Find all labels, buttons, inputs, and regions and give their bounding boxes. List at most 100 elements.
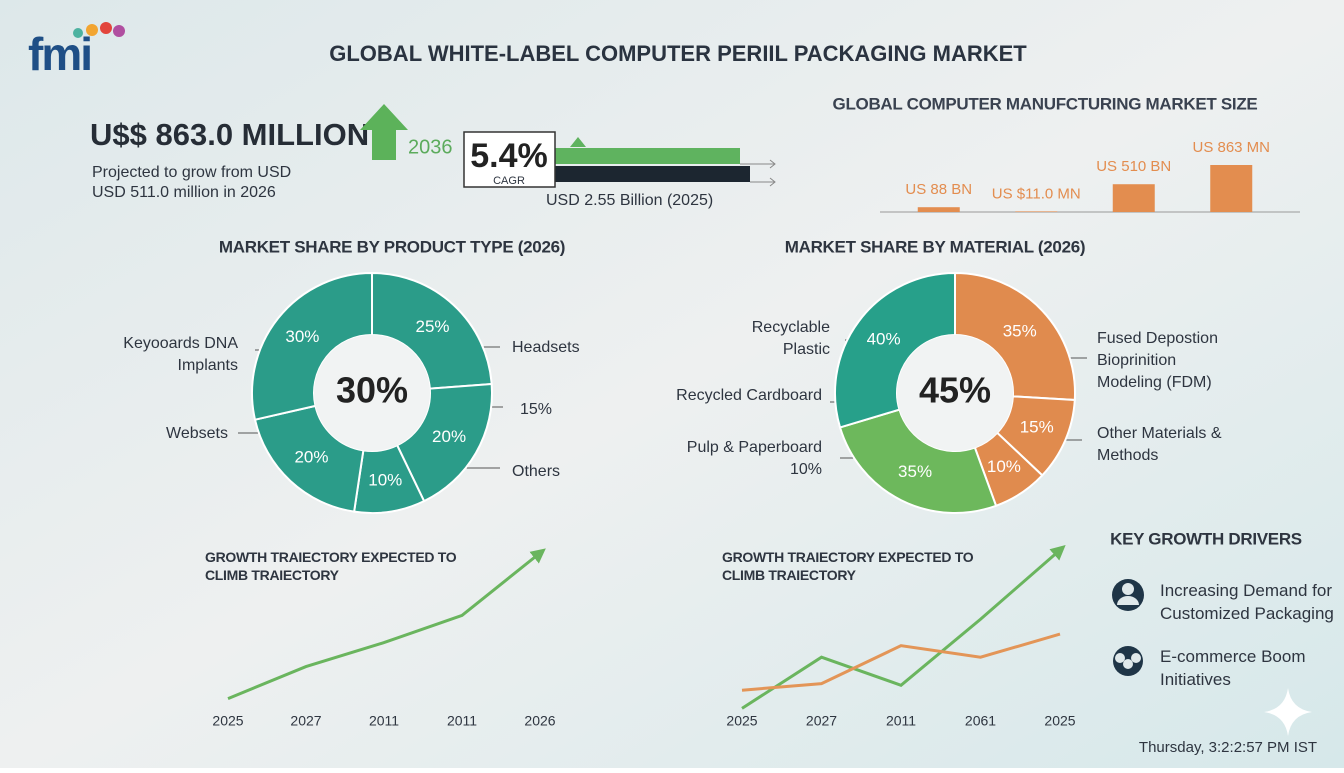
value-label: US $11.0 MN xyxy=(992,185,1081,202)
callout: Websets xyxy=(166,425,228,442)
x-tick-label: 2061 xyxy=(965,713,996,729)
note-line: USD 511.0 million in 2026 xyxy=(92,184,276,201)
logo: fmi xyxy=(28,22,125,80)
callout: Other Materials & Methods xyxy=(1097,425,1222,464)
slice-label: 20% xyxy=(294,448,328,467)
callout-line: 15% xyxy=(520,401,552,418)
bar xyxy=(1015,211,1058,212)
page-title: GLOBAL WHITE-LABEL COMPUTER PERIIL PACKA… xyxy=(329,41,1027,66)
value-label: US 510 BN xyxy=(1096,158,1171,175)
callout: Recyclable Plastic xyxy=(752,319,830,358)
chart-title: GROWTH TRAIECTORY EXPECTED TO CLIMB TRAIE… xyxy=(205,549,457,583)
line xyxy=(741,545,1066,710)
x-tick-label: 2026 xyxy=(524,713,555,729)
slice-label: 20% xyxy=(432,427,466,446)
headline-note: USD 511.0 million in 2026 xyxy=(92,184,276,201)
callout-line: Plastic xyxy=(783,341,830,358)
title-line: CLIMB TRAIECTORY xyxy=(722,567,857,583)
driver-icon xyxy=(1112,579,1144,611)
driver-line: Customized Packaging xyxy=(1160,604,1334,623)
note-line: Projected to grow from USD xyxy=(92,164,291,181)
chart-title: MARKET SHARE BY PRODUCT TYPE (2026) xyxy=(219,237,565,256)
center-label: 45% xyxy=(919,370,991,411)
title-line: GROWTH TRAIECTORY EXPECTED TO xyxy=(205,549,457,565)
slice-label: 35% xyxy=(1003,321,1037,340)
sparkle xyxy=(1264,688,1312,736)
x-tick-label: 2011 xyxy=(886,713,916,729)
headline-note: Projected to grow from USD xyxy=(92,164,291,181)
callout-line: Recyclable xyxy=(752,319,830,336)
x-tick-label: 2027 xyxy=(290,713,321,729)
x-tick-label: 2011 xyxy=(369,713,399,729)
chart-title: GLOBAL COMPUTER MANUFCTURING MARKET SIZE xyxy=(833,94,1258,113)
drivers-title: KEY GROWTH DRIVERS xyxy=(1110,529,1302,548)
driver-icon xyxy=(1113,646,1143,676)
x-tick-label: 2025 xyxy=(726,713,757,729)
callout: Fused Depostion Bioprinition Modeling (FDM… xyxy=(1097,330,1218,391)
center-label: 30% xyxy=(336,370,408,411)
callout: Headsets xyxy=(512,339,580,356)
value-label: US 863 MN xyxy=(1192,139,1270,156)
slice-label: 30% xyxy=(285,327,319,346)
title-line: GROWTH TRAIECTORY EXPECTED TO xyxy=(722,549,974,565)
chart-title: MARKET SHARE BY MATERIAL (2026) xyxy=(785,237,1086,256)
cagr-box xyxy=(463,131,556,188)
callout: 15% xyxy=(520,401,552,418)
slice-label: 40% xyxy=(867,329,901,348)
headline-value: U$$ 863.0 MILLION xyxy=(90,117,369,152)
bar xyxy=(1112,184,1155,212)
callout-line: Bioprinition xyxy=(1097,352,1176,369)
driver-text: E-commerce Boom Initiatives xyxy=(1160,647,1305,689)
x-tick-label: 2027 xyxy=(806,713,837,729)
cagr-label: CAGR xyxy=(493,175,525,187)
callout: Recycled Cardboard xyxy=(676,387,822,404)
driver-line: Increasing Demand for xyxy=(1160,581,1332,600)
callout: Pulp & Paperboard 10% xyxy=(687,439,822,478)
callout-line: 10% xyxy=(790,461,822,478)
callout-line: Headsets xyxy=(512,339,580,356)
cagr-note: USD 2.55 Billion (2025) xyxy=(546,192,713,209)
up-arrow xyxy=(360,104,408,160)
callout: Keyooards DNA Implants xyxy=(123,335,238,374)
logo-text: fmi xyxy=(28,28,91,80)
pie-hole xyxy=(897,335,1013,451)
driver-line: Initiatives xyxy=(1160,670,1231,689)
cagr-bar xyxy=(555,166,750,182)
callout-line: Fused Depostion xyxy=(1097,330,1218,347)
callout-line: Methods xyxy=(1097,447,1158,464)
bar xyxy=(1210,165,1253,212)
callout-line: Implants xyxy=(178,357,238,374)
callout-line: Keyooards DNA xyxy=(123,335,238,352)
cagr-bar xyxy=(555,148,740,164)
headline-year: 2036 xyxy=(408,136,453,158)
driver-line: E-commerce Boom xyxy=(1160,647,1305,666)
cagr-value: 5.4% xyxy=(470,137,548,175)
callout: Others xyxy=(512,463,560,480)
callout-line: Websets xyxy=(166,425,228,442)
value-label: US 88 BN xyxy=(905,181,972,198)
slice-label: 35% xyxy=(898,462,932,481)
line xyxy=(227,548,546,700)
pie-hole xyxy=(314,335,430,451)
callout-line: Recycled Cardboard xyxy=(676,387,822,404)
slice-label: 10% xyxy=(987,457,1021,476)
bar xyxy=(917,207,960,212)
title-line: CLIMB TRAIECTORY xyxy=(205,567,340,583)
callout-line: Other Materials & xyxy=(1097,425,1222,442)
chart-title: GROWTH TRAIECTORY EXPECTED TO CLIMB TRAIE… xyxy=(722,549,974,583)
cagr-arrows xyxy=(740,159,776,187)
slice-label: 10% xyxy=(368,470,402,489)
x-tick-label: 2011 xyxy=(447,713,477,729)
driver-text: Increasing Demand for Customized Packagin… xyxy=(1160,581,1334,623)
slice-label: 25% xyxy=(416,317,450,336)
line xyxy=(741,632,1061,692)
x-tick-label: 2025 xyxy=(212,713,243,729)
small-arrow xyxy=(570,137,586,147)
slice-label: 15% xyxy=(1020,418,1054,437)
timestamp: Thursday, 3:2:2:57 PM IST xyxy=(1139,739,1317,756)
x-tick-label: 2025 xyxy=(1044,713,1075,729)
callout-line: Others xyxy=(512,463,560,480)
callout-line: Pulp & Paperboard xyxy=(687,439,822,456)
